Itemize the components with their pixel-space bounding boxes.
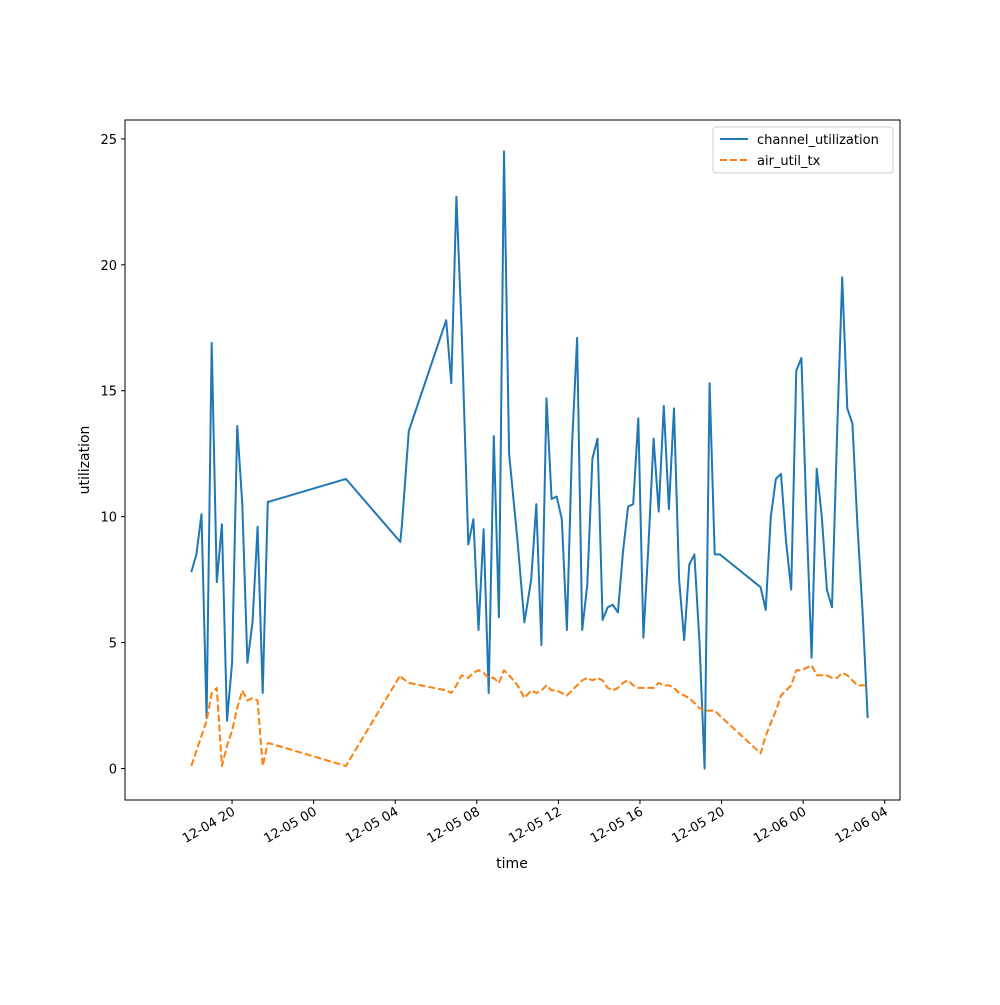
y-tick-label: 0 <box>109 763 117 778</box>
legend: channel_utilization air_util_tx <box>712 126 894 174</box>
y-tick-label: 10 <box>100 511 117 526</box>
series-layer <box>190 150 869 770</box>
y-axis-label: utilization <box>77 426 93 495</box>
legend-box <box>712 126 894 174</box>
series-line-channel-utilization <box>190 150 869 770</box>
y-tick-label: 15 <box>100 385 117 400</box>
y-tick-label: 20 <box>100 259 117 274</box>
y-tick-label: 5 <box>109 637 117 652</box>
y-tick-label: 25 <box>100 133 117 148</box>
legend-label-air-util-tx: air_util_tx <box>757 154 821 169</box>
legend-label-channel-utilization: channel_utilization <box>757 133 879 148</box>
plot-frame <box>124 119 901 801</box>
y-axis: 0 5 10 15 20 25 <box>100 133 125 778</box>
series-line-air-util-tx <box>190 664 868 767</box>
x-axis-label: time <box>496 856 528 872</box>
